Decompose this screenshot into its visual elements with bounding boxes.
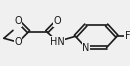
Text: O: O: [14, 16, 22, 26]
Text: F: F: [125, 31, 130, 41]
Text: O: O: [53, 16, 61, 26]
Text: HN: HN: [50, 37, 65, 47]
Text: N: N: [82, 43, 89, 53]
Text: O: O: [14, 37, 22, 47]
